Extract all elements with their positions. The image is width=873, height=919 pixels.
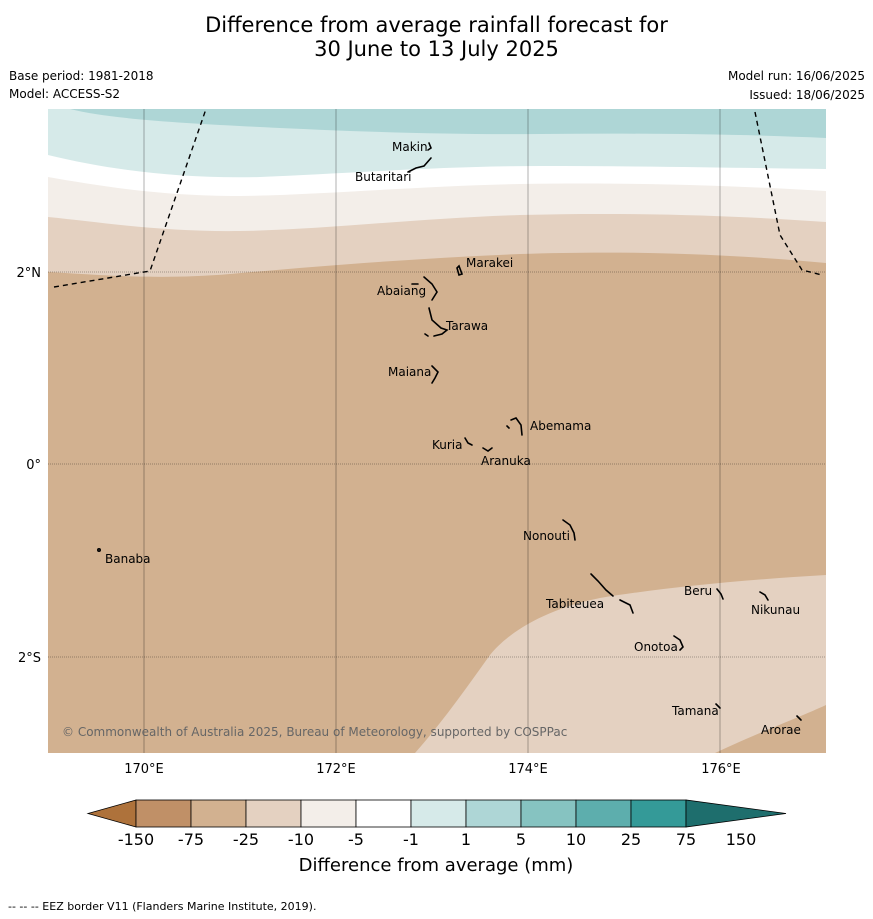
legend-swatch [520,799,577,828]
island-labels: Makin Butaritari Marakei Abaiang Tarawa … [105,140,801,737]
legend-tick-label: -75 [178,830,204,849]
butaritari-coast [407,157,432,173]
model-run-label: Model run: 16/06/2025 [727,69,865,83]
banaba-coast [97,547,102,552]
abemama-islet [506,425,510,429]
legend-swatch [630,799,687,828]
colorbar-legend: -150 -75 -25 -10 -5 -1 1 5 10 25 75 150 [86,799,787,849]
island-label-butaritari: Butaritari [355,170,412,184]
tabiteuea-coast [590,573,614,597]
island-label-banaba: Banaba [105,552,151,566]
legend-tick-label: -25 [233,830,259,849]
longitude-labels: 170°E 172°E 174°E 176°E [124,762,741,777]
island-label-tamana: Tamana [671,704,719,718]
legend-tick-label: -5 [348,830,364,849]
latitude-labels: 2°N 0° 2°S [17,266,42,666]
legend-swatch [465,799,522,828]
issued-label: Issued: 18/06/2025 [749,88,865,102]
graticule [48,109,826,753]
island-label-abaiang: Abaiang [377,284,426,298]
forecast-map: Makin Butaritari Marakei Abaiang Tarawa … [17,108,826,876]
island-coastlines [97,142,802,721]
legend-tick-label: 1 [461,830,471,849]
marakei-coast [456,264,464,277]
rainfall-anomaly-layer [48,109,826,753]
lon-label-170e: 170°E [124,762,164,777]
island-label-nikunau: Nikunau [751,603,800,617]
lon-label-176e: 176°E [701,762,741,777]
abaiang-coast [423,276,438,301]
abemama-coast [510,417,523,436]
beru-coast [716,588,724,600]
lon-label-174e: 174°E [508,762,548,777]
tabiteuea-coast-south [619,599,634,614]
legend-label: Difference from average (mm) [299,855,574,876]
title-line-1: Difference from average rainfall forecas… [205,13,668,37]
onotoa-coast [673,635,684,651]
legend-arrow-max [685,799,787,828]
island-label-aranuka: Aranuka [481,454,531,468]
legend-swatch [190,799,247,828]
tarawa-islet [424,333,429,337]
island-label-marakei: Marakei [466,256,513,270]
lon-label-172e: 172°E [316,762,356,777]
tamana-coast [715,703,721,709]
copyright-notice: © Commonwealth of Australia 2025, Bureau… [62,725,567,739]
legend-arrow-min [86,799,137,828]
base-period-label: Base period: 1981-2018 [9,69,154,83]
tarawa-coast [428,307,449,337]
maiana-coast [431,365,439,384]
legend-swatch [575,799,632,828]
legend-swatch [245,799,302,828]
lat-label-2n: 2°N [17,266,42,281]
island-label-kuria: Kuria [432,438,463,452]
legend-tick-label: -150 [118,830,154,849]
legend-swatch [355,799,412,828]
island-label-nonouti: Nonouti [523,529,570,543]
title-line-2: 30 June to 13 July 2025 [314,37,559,61]
band-plus-5-to-plus-10 [70,109,826,138]
nonouti-coast [562,519,576,541]
legend-tick-label: 75 [676,830,696,849]
legend-swatch [300,799,357,828]
legend-tick-label: 25 [621,830,641,849]
legend-swatch [410,799,467,828]
island-label-tabiteuea: Tabiteuea [545,597,604,611]
model-label: Model: ACCESS-S2 [9,87,121,101]
island-label-onotoa: Onotoa [634,640,678,654]
legend-tick-label: 150 [726,830,757,849]
makin-coast [427,142,432,151]
eez-footnote: -- -- -- EEZ border V11 (Flanders Marine… [8,900,317,913]
legend-tick-label: -1 [403,830,419,849]
lat-label-2s: 2°S [18,651,41,666]
island-label-tarawa: Tarawa [445,319,488,333]
island-label-arorae: Arorae [761,723,801,737]
legend-tick-label: 10 [566,830,586,849]
island-label-abemama: Abemama [530,419,591,433]
aranuka-coast [482,447,493,452]
legend-swatch [135,799,192,828]
legend-tick-label: -10 [288,830,314,849]
lat-label-0: 0° [26,458,41,473]
band-minus-10-south [415,575,826,753]
nikunau-coast [759,591,769,601]
island-label-maiana: Maiana [388,365,431,379]
kuria-coast [464,437,473,446]
arorae-coast [796,715,802,721]
island-label-beru: Beru [684,584,712,598]
eez-border [53,108,823,288]
legend-tick-label: 5 [516,830,526,849]
island-label-makin: Makin [392,140,428,154]
